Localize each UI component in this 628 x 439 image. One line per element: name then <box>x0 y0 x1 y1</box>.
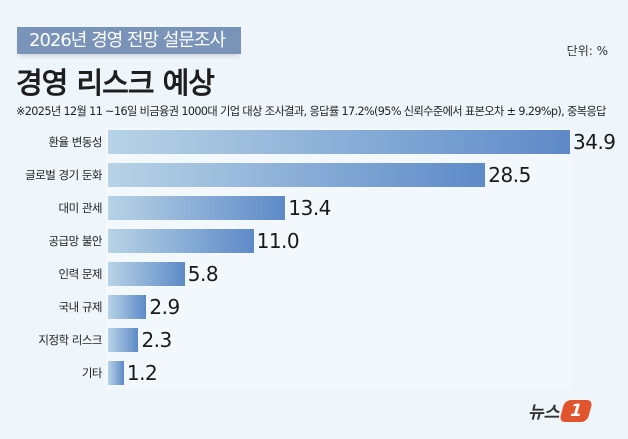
category-label: 지정학 리스크 <box>38 333 102 347</box>
bar <box>108 130 570 154</box>
survey-note: ※2025년 12월 11 ~16일 비금융권 1000대 기업 대상 조사결과… <box>16 105 606 118</box>
value-label: 5.8 <box>187 262 219 286</box>
category-label: 인력 문제 <box>58 267 103 281</box>
category-label: 국내 규제 <box>58 300 103 314</box>
bar <box>108 163 486 187</box>
bar-row: 글로벌 경기 둔화 28.5 <box>0 163 628 187</box>
bar-row: 기타 1.2 <box>0 361 628 385</box>
category-label: 글로벌 경기 둔화 <box>25 168 102 182</box>
category-label: 대미 관세 <box>58 201 103 215</box>
news1-logo: 뉴스 1 <box>528 398 594 423</box>
category-label: 기타 <box>81 366 103 380</box>
logo-text: 뉴스 <box>528 403 560 423</box>
value-label: 28.5 <box>488 163 531 187</box>
bar-row: 공급망 불안 11.0 <box>0 229 628 253</box>
unit-label: 단위: % <box>566 44 608 58</box>
bar <box>108 361 124 385</box>
value-label: 1.2 <box>126 361 158 385</box>
value-label: 2.9 <box>149 295 180 319</box>
bar <box>108 229 254 253</box>
bar-row: 대미 관세 13.4 <box>0 196 628 220</box>
logo-mark: 1 <box>559 399 594 422</box>
bar-row: 국내 규제 2.9 <box>0 295 628 319</box>
value-label: 2.3 <box>141 328 172 352</box>
bar-row: 인력 문제 5.8 <box>0 262 628 286</box>
bar-row: 지정학 리스크 2.3 <box>0 328 628 352</box>
bar <box>108 328 139 352</box>
bar <box>108 262 185 286</box>
survey-tag: 2026년 경영 전망 설문조사 <box>17 27 242 54</box>
category-label: 공급망 불안 <box>48 234 102 248</box>
bar <box>108 196 286 220</box>
value-label: 11.0 <box>256 229 300 253</box>
bar-row: 환율 변동성 34.9 <box>0 130 628 154</box>
chart-title: 경영 리스크 예상 <box>16 66 215 100</box>
value-label: 34.9 <box>573 130 616 154</box>
bar <box>108 295 147 319</box>
value-label: 13.4 <box>288 196 331 220</box>
category-label: 환율 변동성 <box>48 135 102 149</box>
